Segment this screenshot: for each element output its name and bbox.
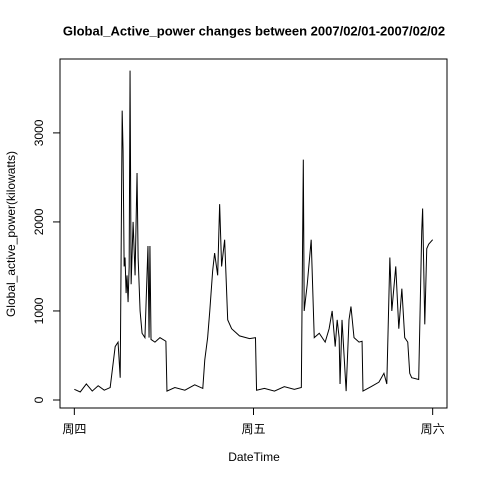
x-tick-label: 周四 <box>62 422 86 436</box>
y-tick-label: 2000 <box>32 208 46 235</box>
y-tick-label: 0 <box>32 396 46 403</box>
y-axis-label: Global_active_power(kilowatts) <box>4 151 18 317</box>
chart-title: Global_Active_power changes between 2007… <box>63 23 445 38</box>
x-tick-label: 周五 <box>241 422 265 436</box>
x-tick-label: 周六 <box>421 422 445 436</box>
x-axis-label: DateTime <box>228 450 280 464</box>
data-line <box>74 70 434 393</box>
plot-box <box>59 58 448 409</box>
y-tick-label: 1000 <box>32 297 46 324</box>
y-tick-label: 3000 <box>32 119 46 146</box>
